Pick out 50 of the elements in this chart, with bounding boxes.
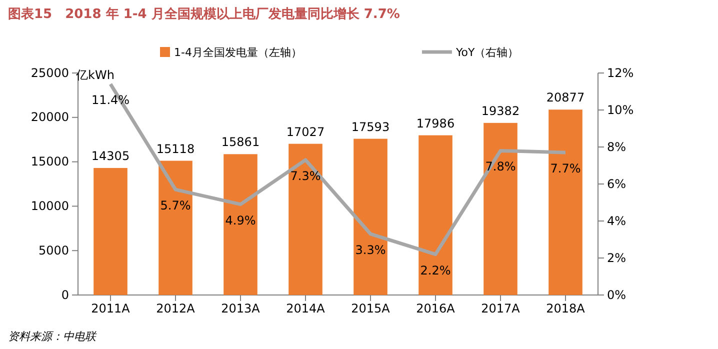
data-label: 7.3% <box>290 168 321 183</box>
data-label: 7.7% <box>550 162 581 176</box>
data-label: 15118 <box>156 142 195 156</box>
data-label: 5.7% <box>160 198 191 213</box>
x-tick-label: 2013A <box>221 302 261 316</box>
y2-tick-label: 12% <box>607 66 634 80</box>
x-tick-label: 2012A <box>156 302 196 316</box>
x-tick-label: 2018A <box>546 302 586 316</box>
y2-tick-label: 4% <box>607 214 626 228</box>
y2-tick-label: 6% <box>607 176 626 191</box>
y-tick-label: 20000 <box>30 110 69 124</box>
bar <box>158 160 192 295</box>
y-axis-title: 亿kWh <box>75 68 114 82</box>
text: 资料来源：中电联 <box>8 330 97 343</box>
chart-title: 图表15 2018 年 1-4 月全国规模以上电厂发电量同比增长 7.7% <box>8 7 400 22</box>
data-label: 19382 <box>481 104 520 118</box>
y-tick-label: 0 <box>61 288 69 302</box>
bar <box>224 154 258 295</box>
y2-tick-label: 0% <box>607 288 626 302</box>
data-label: 15861 <box>221 135 260 150</box>
data-label: 17593 <box>351 120 390 134</box>
legend-label: 1-4月全国发电量（左轴） <box>174 46 302 59</box>
legend-label: YoY（右轴） <box>454 46 519 59</box>
data-label: 14305 <box>91 148 130 163</box>
y2-tick-label: 10% <box>607 102 634 117</box>
bar <box>484 122 518 295</box>
bar <box>288 144 322 295</box>
x-tick-label: 2015A <box>351 302 391 316</box>
data-label: 4.9% <box>225 213 256 228</box>
x-tick-label: 2016A <box>416 302 456 316</box>
data-label: 17986 <box>416 116 455 130</box>
bar <box>548 110 582 295</box>
y2-tick-label: 2% <box>607 250 626 265</box>
y-tick-label: 5000 <box>38 243 69 258</box>
data-label: 17027 <box>286 124 325 139</box>
data-label: 2.2% <box>420 263 451 278</box>
y2-tick-label: 8% <box>607 140 626 154</box>
y-tick-label: 15000 <box>30 154 69 169</box>
bar <box>418 135 452 295</box>
bar <box>354 138 388 295</box>
x-tick-label: 2017A <box>481 302 521 316</box>
bar <box>94 168 128 295</box>
y-tick-label: 25000 <box>30 66 69 80</box>
data-label: 11.4% <box>91 93 130 108</box>
x-tick-label: 2011A <box>91 302 131 316</box>
data-label: 7.8% <box>485 160 516 174</box>
x-tick-label: 2014A <box>286 302 326 316</box>
data-label: 3.3% <box>355 242 386 257</box>
data-label: 20877 <box>546 90 585 105</box>
y-tick-label: 10000 <box>30 199 69 214</box>
